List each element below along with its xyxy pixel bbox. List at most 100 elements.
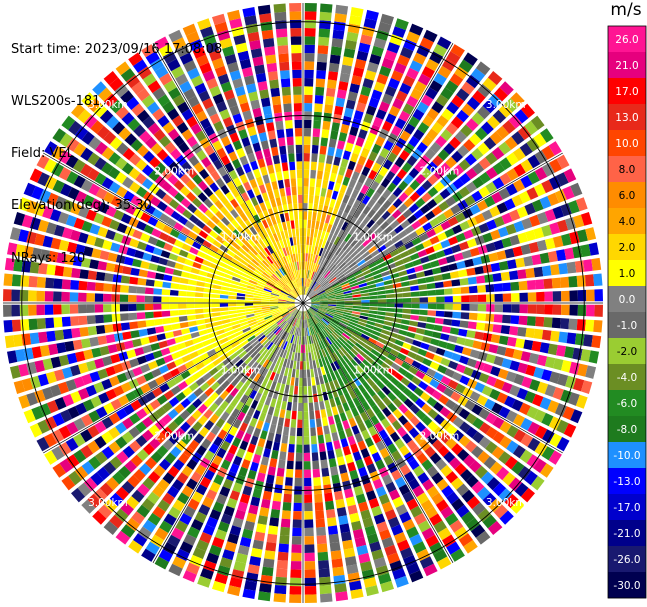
velocity-gate (391, 387, 402, 397)
velocity-gate (374, 370, 384, 380)
velocity-gate (379, 266, 389, 273)
velocity-gate (437, 232, 448, 242)
velocity-gate (524, 202, 536, 215)
velocity-gate (457, 449, 470, 462)
velocity-gate (541, 265, 552, 277)
velocity-gate (358, 212, 367, 222)
velocity-gate (425, 276, 435, 283)
velocity-gate (326, 87, 336, 97)
velocity-gate (459, 320, 469, 329)
velocity-gate (336, 259, 344, 268)
velocity-gate (385, 294, 395, 299)
velocity-gate (304, 78, 314, 87)
velocity-gate (408, 203, 419, 214)
velocity-gate (528, 241, 540, 254)
velocity-gate (373, 273, 383, 280)
velocity-gate (320, 257, 326, 266)
velocity-gate (465, 181, 477, 193)
velocity-gate (489, 461, 503, 475)
velocity-gate (390, 219, 400, 229)
velocity-gate (338, 276, 347, 282)
velocity-gate (492, 109, 507, 124)
velocity-gate (448, 263, 458, 271)
velocity-gate (459, 375, 470, 386)
velocity-gate (321, 280, 329, 288)
velocity-gate (361, 347, 371, 355)
velocity-gate (362, 238, 371, 247)
velocity-gate (316, 246, 321, 256)
velocity-gate (482, 492, 497, 507)
velocity-gate (392, 26, 406, 38)
velocity-gate (359, 247, 368, 256)
velocity-gate (366, 258, 375, 266)
velocity-gate (307, 289, 313, 297)
velocity-gate (331, 38, 344, 48)
velocity-gate (311, 281, 317, 289)
velocity-gate (348, 337, 357, 345)
velocity-gate (423, 269, 434, 277)
velocity-gate (311, 317, 317, 325)
velocity-gate (413, 387, 424, 397)
velocity-gate (501, 381, 513, 394)
velocity-gate (457, 144, 470, 157)
velocity-gate (315, 313, 323, 320)
velocity-gate (525, 327, 535, 339)
velocity-gate (429, 452, 442, 465)
velocity-gate (317, 45, 329, 55)
velocity-gate (400, 46, 414, 59)
velocity-gate (465, 167, 478, 180)
velocity-gate (325, 312, 334, 317)
velocity-gate (454, 66, 469, 80)
velocity-gate (364, 229, 374, 238)
velocity-gate (449, 73, 464, 87)
velocity-gate (308, 290, 315, 298)
velocity-gate (512, 445, 526, 459)
velocity-gate (324, 163, 332, 173)
velocity-gate (512, 349, 523, 360)
velocity-gate (414, 265, 424, 273)
velocity-gate (336, 306, 345, 310)
velocity-gate (513, 220, 525, 233)
velocity-gate (526, 280, 536, 290)
velocity-gate (419, 303, 428, 309)
velocity-gate (331, 266, 339, 274)
velocity-gate (494, 293, 503, 302)
velocity-gate (324, 285, 332, 291)
velocity-gate (547, 400, 560, 414)
velocity-gate (443, 387, 454, 398)
velocity-gate (369, 299, 378, 303)
velocity-gate (469, 304, 478, 312)
velocity-gate (445, 156, 457, 169)
velocity-gate (381, 235, 391, 244)
velocity-gate (485, 426, 498, 439)
velocity-gate (311, 153, 318, 162)
velocity-gate (330, 225, 337, 235)
velocity-gate (569, 304, 578, 316)
velocity-gate (321, 239, 327, 249)
velocity-gate (391, 144, 402, 156)
velocity-gate (386, 298, 395, 303)
velocity-gate (315, 237, 320, 247)
velocity-gate (521, 217, 533, 230)
velocity-gate (334, 257, 342, 266)
velocity-gate (310, 296, 319, 300)
velocity-gate (528, 352, 540, 365)
velocity-gate (506, 440, 519, 454)
velocity-gate (401, 433, 413, 444)
velocity-gate (400, 219, 411, 229)
velocity-gate (501, 358, 512, 369)
velocity-gate (463, 540, 478, 554)
velocity-gate (465, 118, 479, 132)
velocity-gate (430, 338, 440, 346)
velocity-gate (391, 175, 402, 186)
velocity-gate (386, 303, 395, 308)
velocity-gate (498, 335, 509, 346)
velocity-gate (404, 225, 415, 235)
velocity-gate (471, 147, 484, 161)
velocity-gate (444, 288, 453, 295)
velocity-gate (388, 105, 401, 117)
velocity-gate (311, 300, 320, 303)
velocity-gate (390, 272, 400, 279)
velocity-gate (429, 141, 442, 154)
velocity-gate (477, 294, 487, 302)
